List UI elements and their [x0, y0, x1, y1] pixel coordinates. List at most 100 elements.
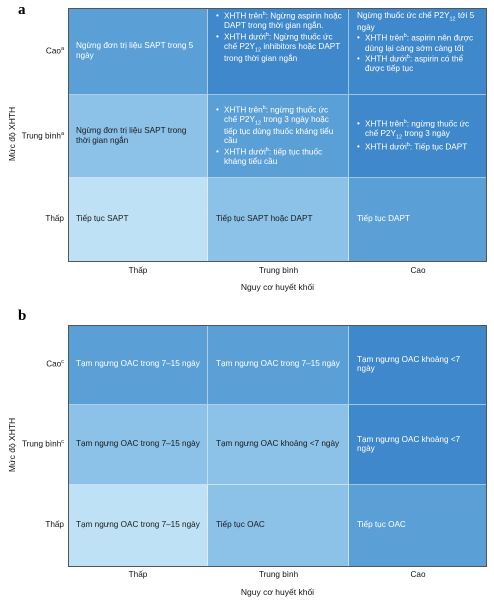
cell-paragraph: XHTH trênb: aspirin nên được dùng lại cà… [357, 33, 480, 53]
text-segment: Tiếp tục SAPT [76, 214, 129, 224]
text-segment: b [262, 104, 266, 111]
grid-frame [68, 325, 487, 567]
text-segment: Tạm ngưng OAC trong 7–15 ngày [76, 439, 200, 449]
text-segment: Tiếp tục DAPT [357, 214, 410, 224]
row-label: Trung bìnha [4, 131, 64, 141]
text-segment: : Ngừng aspirin hoặc DAPT trong thời gia… [224, 11, 342, 31]
cell-paragraph: Tạm ngưng OAC khoảng <7 ngày [357, 355, 480, 374]
column-label: Trung bình [258, 570, 299, 579]
matrix-cell: Tạm ngưng OAC trong 7–15 ngày [68, 325, 208, 405]
cell-paragraph: Tạm ngưng OAC trong 7–15 ngày [76, 520, 201, 529]
text-segment: c [61, 439, 64, 445]
matrix-cell: Tiếp tục OAC [349, 485, 487, 567]
cell-paragraph: XHTH trênb: ngừng thuốc ức chế P2Y12 tro… [216, 105, 342, 146]
text-segment: Tạm ngưng OAC trong 7–15 ngày [76, 520, 200, 530]
text-segment: b [403, 118, 407, 125]
text-segment: a [60, 130, 64, 137]
cell-paragraph: Tạm ngưng OAC trong 7–15 ngày [76, 359, 201, 368]
text-segment: 12 [449, 16, 456, 23]
row-label: Thấp [4, 214, 64, 223]
text-segment: b [265, 146, 269, 153]
text-segment: Tạm ngưng OAC trong 7–15 ngày [216, 359, 340, 369]
matrix-cell: Ngừng đơn trị liệu SAPT trong 5 ngày [68, 8, 208, 95]
text-segment: Tạm ngưng OAC trong 7–15 ngày [76, 359, 200, 369]
text-segment: Cao [45, 46, 61, 56]
text-segment: b [265, 31, 269, 38]
matrix-cell: XHTH trênb: ngừng thuốc ức chế P2Y12 tro… [208, 95, 349, 178]
text-segment: : aspirin nên được dùng lại càng sớm càn… [365, 34, 474, 53]
text-segment: inhibitors hoặc DAPT trong thời gian ngắ… [224, 41, 341, 63]
x-axis-title: Nguy cơ huyết khối [240, 282, 315, 292]
text-segment: : Ngừng thuốc ức chế P2Y [224, 32, 333, 51]
matrix-cell: Tạm ngưng OAC khoảng <7 ngày [349, 325, 487, 405]
matrix-cell: Tạm ngưng OAC khoảng <7 ngày [208, 405, 349, 485]
text-segment: XHTH trên [365, 34, 404, 44]
column-label: Cao [410, 266, 426, 275]
text-segment: : aspirin có thể được tiếp tục [365, 54, 464, 74]
text-segment: trong 3 ngày [402, 129, 450, 139]
panel-label: a [18, 2, 26, 18]
matrix-cell: Tiếp tục DAPT [349, 178, 487, 262]
x-axis-title: Nguy cơ huyết khối [240, 587, 315, 597]
text-segment: Ngừng đơn trị liệu SAPT trong thời gian … [76, 126, 187, 145]
text-segment: 12 [254, 47, 262, 54]
text-segment: a [60, 45, 64, 52]
y-axis-title: Mức độ XHTH [7, 106, 17, 162]
row-label: Thấp [4, 520, 64, 529]
matrix-cell: Ngừng đơn trị liệu SAPT trong thời gian … [68, 95, 208, 178]
text-segment: b [406, 53, 410, 60]
cell-paragraph: Tạm ngưng OAC trong 7–15 ngày [216, 359, 342, 368]
text-segment: Trung bình [21, 131, 61, 141]
matrix-cell: Tạm ngưng OAC trong 7–15 ngày [68, 405, 208, 485]
cell-paragraph: XHTH dướib: tiếp tục thuốc kháng tiểu cầ… [216, 147, 342, 167]
column-label: Cao [410, 570, 426, 579]
cell-paragraph: Tiếp tục SAPT hoặc DAPT [216, 214, 342, 223]
text-segment: Ngừng thuốc ức chế P2Y [357, 11, 450, 20]
text-segment: : Tiếp tục DAPT [409, 142, 468, 152]
text-segment: Tiếp tục SAPT hoặc DAPT [216, 214, 313, 224]
column-label: Thấp [128, 570, 148, 579]
text-segment: b [403, 33, 407, 40]
text-segment: Tạm ngưng OAC khoảng <7 ngày [216, 439, 340, 449]
text-segment: XHTH trên [365, 119, 404, 129]
text-segment: XHTH trên [224, 11, 263, 21]
cell-paragraph: Tiếp tục OAC [357, 520, 480, 529]
text-segment: Thấp [45, 214, 64, 223]
cell-paragraph: XHTH dướib: aspirin có thể được tiếp tục [357, 54, 480, 74]
text-segment: : ngừng thuốc ức chế P2Y [365, 119, 470, 139]
matrix-cell: Tạm ngưng OAC trong 7–15 ngày [208, 325, 349, 405]
text-segment: Tiếp tục OAC [216, 520, 265, 530]
cell-paragraph: XHTH dướib: Ngừng thuốc ức chế P2Y12 inh… [216, 32, 342, 64]
text-segment: Tiếp tục OAC [357, 520, 406, 530]
cell-paragraph: Tiếp tục SAPT [76, 214, 201, 223]
cell-paragraph: Ngừng đơn trị liệu SAPT trong 5 ngày [76, 41, 201, 60]
cell-paragraph: Tạm ngưng OAC khoảng <7 ngày [357, 435, 480, 454]
matrix-cell: Tiếp tục SAPT hoặc DAPT [208, 178, 349, 262]
text-segment: 12 [254, 120, 262, 127]
row-label: Caoc [4, 359, 64, 369]
matrix-cell: Ngừng thuốc ức chế P2Y12 tới 5 ngàyXHTH … [349, 8, 487, 95]
text-segment: b [262, 11, 266, 17]
text-segment: 12 [395, 134, 403, 141]
text-segment: XHTH dưới [224, 147, 266, 157]
text-segment: c [61, 359, 64, 365]
cell-paragraph: Tạm ngưng OAC trong 7–15 ngày [76, 439, 201, 448]
cell-paragraph: XHTH dướib: Tiếp tục DAPT [357, 142, 480, 152]
matrix-cell: Tạm ngưng OAC trong 7–15 ngày [68, 485, 208, 567]
cell-paragraph: Tạm ngưng OAC khoảng <7 ngày [216, 439, 342, 448]
text-segment: Ngừng đơn trị liệu SAPT trong 5 ngày [76, 41, 194, 60]
text-segment: Trung bình [21, 439, 62, 449]
text-segment: tới 5 ngày [357, 11, 475, 32]
column-label: Thấp [128, 266, 148, 275]
text-segment: Tạm ngưng OAC khoảng <7 ngày [357, 434, 461, 453]
cell-paragraph: Ngừng thuốc ức chế P2Y12 tới 5 ngày [357, 11, 480, 32]
text-segment: : ngừng thuốc ức chế P2Y [224, 105, 329, 124]
grid-frame [68, 8, 487, 262]
text-segment: XHTH dưới [365, 142, 407, 152]
cell-paragraph: Tiếp tục DAPT [357, 214, 480, 223]
text-segment: XHTH dưới [365, 54, 407, 64]
column-label: Trung bình [258, 266, 299, 275]
text-segment: b [406, 141, 410, 148]
cell-paragraph: Ngừng đơn trị liệu SAPT trong thời gian … [76, 126, 201, 145]
